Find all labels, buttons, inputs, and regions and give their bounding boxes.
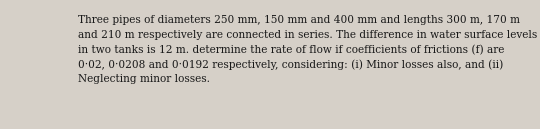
Text: Three pipes of diameters 250 mm, 150 mm and 400 mm and lengths 300 m, 170 m
and : Three pipes of diameters 250 mm, 150 mm … [78, 15, 537, 84]
